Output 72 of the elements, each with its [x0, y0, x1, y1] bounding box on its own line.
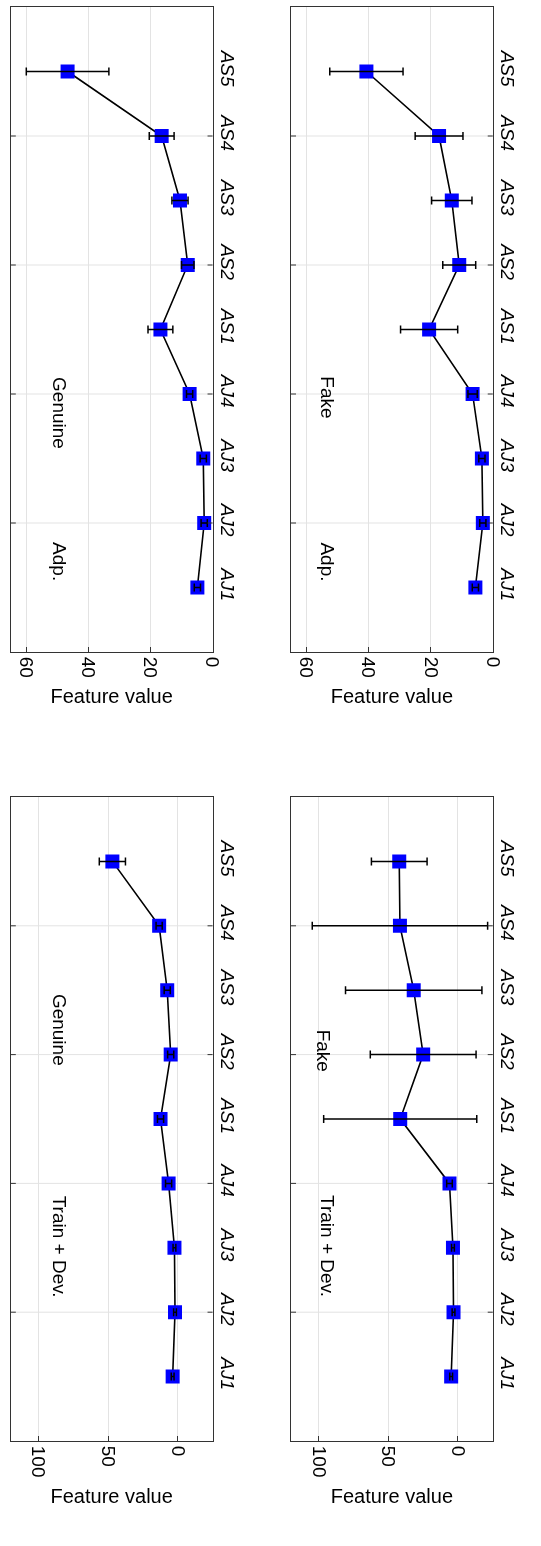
- annotation: Adp.: [316, 542, 338, 582]
- annotation: Train + Dev.: [48, 1195, 70, 1298]
- x-tick-label: 60: [16, 656, 38, 678]
- x-tick-label: 50: [98, 1445, 120, 1467]
- y-tick-label: AS4: [217, 114, 239, 152]
- x-tick-label: 20: [140, 656, 162, 678]
- x-tick-label: 0: [167, 1445, 189, 1457]
- x-tick-label: 60: [296, 656, 318, 678]
- point: [359, 64, 374, 79]
- point: [416, 1047, 431, 1062]
- annotation: Genuine: [49, 993, 71, 1066]
- x-axis-title: Feature value: [50, 1485, 173, 1507]
- y-tick-label: AS1: [217, 1097, 239, 1135]
- y-tick-label: AS1: [217, 307, 239, 345]
- y-tick-label: AS5: [497, 49, 519, 88]
- x-axis-title: Feature value: [330, 1485, 454, 1507]
- x-axis-title: Feature value: [330, 685, 454, 708]
- y-tick-label: AS1: [497, 1097, 519, 1135]
- y-tick-label: AJ2: [497, 502, 519, 537]
- y-tick-label: AS4: [497, 114, 519, 152]
- x-tick-label: 20: [420, 656, 442, 678]
- x-tick-label: 40: [78, 656, 100, 678]
- y-tick-label: AS3: [497, 968, 519, 1006]
- annotation: Adp.: [49, 542, 71, 582]
- x-tick-label: 40: [358, 656, 380, 678]
- y-tick-label: AJ1: [497, 1356, 519, 1391]
- y-tick-label: AS5: [217, 49, 239, 88]
- x-tick-label: 0: [447, 1445, 469, 1457]
- y-tick-label: AS5: [497, 839, 519, 877]
- y-tick-label: AS4: [217, 903, 239, 941]
- y-tick-label: AJ4: [497, 373, 519, 408]
- x-tick-label: 100: [28, 1445, 50, 1478]
- y-tick-label: AJ2: [217, 502, 239, 537]
- y-tick-label: AS5: [217, 839, 239, 877]
- y-tick-label: AJ1: [217, 1356, 239, 1391]
- y-tick-label: AJ4: [217, 373, 239, 408]
- y-tick-label: AJ4: [217, 1163, 239, 1197]
- x-tick-label: 0: [482, 656, 504, 668]
- y-tick-label: AS2: [217, 1032, 239, 1071]
- point: [422, 322, 437, 337]
- y-tick-label: AJ2: [497, 1291, 519, 1327]
- y-tick-label: AS3: [217, 968, 239, 1006]
- annotation: Fake: [316, 376, 338, 419]
- y-tick-label: AJ2: [217, 1291, 239, 1327]
- y-tick-label: AS3: [497, 178, 519, 217]
- y-tick-label: AS4: [497, 903, 519, 941]
- y-tick-label: AJ3: [497, 1227, 519, 1262]
- annotation: Genuine: [49, 377, 71, 449]
- y-tick-label: AS2: [497, 1032, 519, 1071]
- y-tick-label: AS1: [497, 307, 519, 345]
- x-tick-label: 0: [202, 656, 224, 668]
- y-tick-label: AS3: [217, 178, 239, 217]
- point: [392, 854, 407, 869]
- y-tick-label: AS2: [217, 243, 239, 281]
- y-tick-label: AS2: [497, 243, 519, 281]
- y-tick-label: AJ3: [217, 1227, 239, 1262]
- point: [60, 64, 75, 79]
- x-axis-title: Feature value: [50, 685, 173, 708]
- y-tick-label: AJ1: [217, 567, 239, 602]
- annotation: Train + Dev.: [316, 1195, 338, 1297]
- y-tick-label: AJ1: [497, 567, 519, 602]
- point: [105, 854, 120, 869]
- y-tick-label: AJ3: [497, 438, 519, 473]
- point: [152, 918, 167, 933]
- point: [153, 322, 168, 337]
- x-tick-label: 100: [308, 1445, 330, 1478]
- y-tick-label: AJ3: [217, 438, 239, 473]
- point: [444, 193, 459, 208]
- point: [474, 451, 489, 466]
- annotation: Fake: [313, 1029, 335, 1072]
- x-tick-label: 50: [378, 1445, 400, 1467]
- y-tick-label: AJ4: [497, 1163, 519, 1197]
